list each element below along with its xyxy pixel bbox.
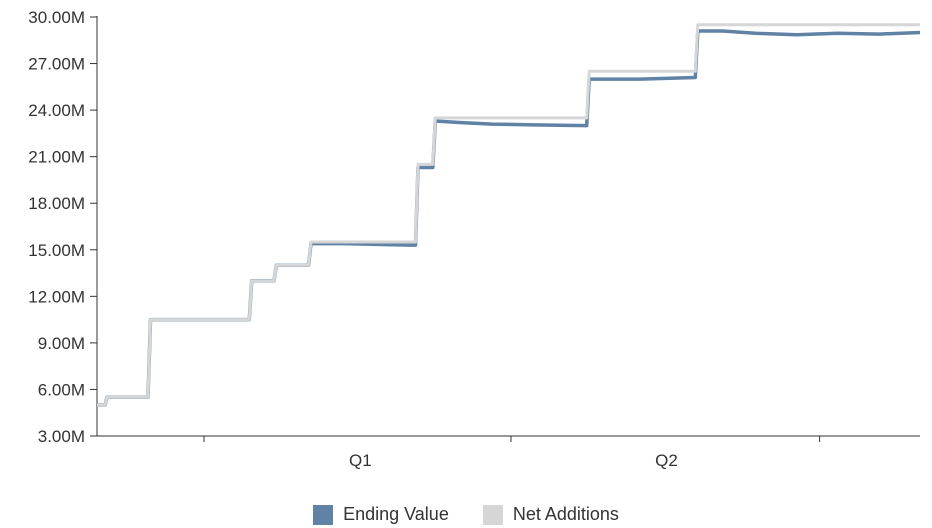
series-line-net-additions bbox=[97, 23, 920, 407]
legend-label-ending-value: Ending Value bbox=[343, 504, 449, 524]
x-tick-label: Q2 bbox=[655, 451, 678, 470]
y-tick-label: 15.00M bbox=[28, 241, 85, 260]
series-line-ending-value bbox=[97, 29, 921, 407]
legend: Ending Value Net Additions bbox=[0, 504, 932, 525]
legend-swatch-ending-value bbox=[313, 504, 334, 525]
legend-item-ending-value[interactable]: Ending Value bbox=[313, 504, 449, 525]
y-tick-label: 24.00M bbox=[28, 101, 85, 120]
y-tick-label: 12.00M bbox=[28, 287, 85, 306]
legend-swatch-net-additions bbox=[482, 504, 503, 525]
legend-item-net-additions[interactable]: Net Additions bbox=[482, 504, 619, 525]
y-tick-label: 3.00M bbox=[38, 427, 85, 446]
y-tick-label: 18.00M bbox=[28, 194, 85, 213]
y-tick-label: 27.00M bbox=[28, 55, 85, 74]
y-tick-label: 30.00M bbox=[28, 8, 85, 27]
y-tick-label: 9.00M bbox=[38, 334, 85, 353]
legend-label-net-additions: Net Additions bbox=[512, 504, 619, 524]
x-tick-label: Q1 bbox=[349, 451, 372, 470]
y-tick-label: 21.00M bbox=[28, 148, 85, 167]
y-tick-label: 6.00M bbox=[38, 380, 85, 399]
line-chart: 3.00M 6.00M 9.00M 12.00M 15.00M 18.00M 21.00M 2… bbox=[28, 8, 921, 470]
